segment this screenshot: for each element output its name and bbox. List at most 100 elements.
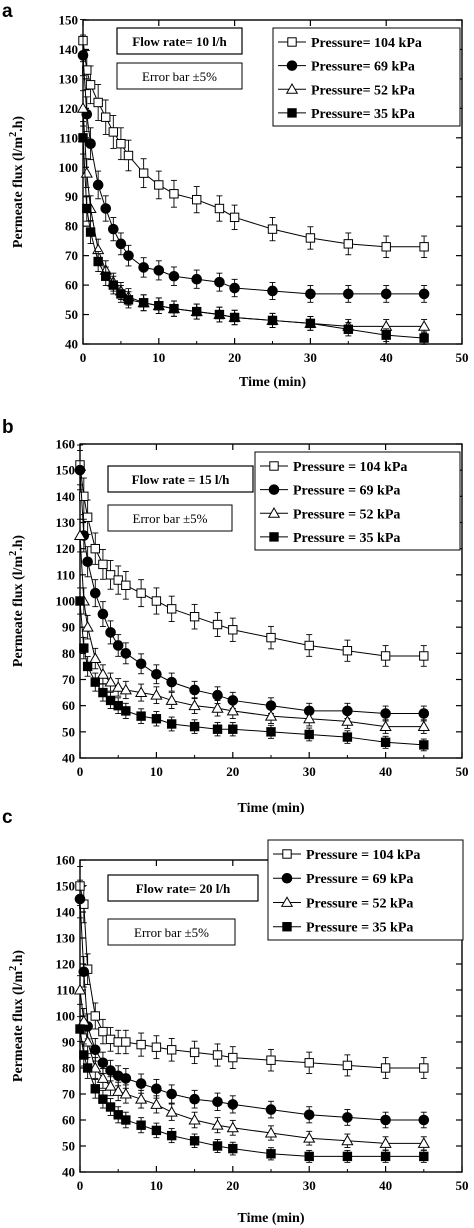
data-point [189, 1047, 200, 1058]
y-tick-label: 160 [56, 437, 76, 452]
y-tick-label: 150 [56, 463, 76, 478]
data-point [267, 285, 278, 297]
chart-panel-c: c 0 10 20 30 40 50 40 50 60 70 80 90 100 110 120 130 140 1… [2, 807, 469, 1226]
series-1 [78, 19, 429, 259]
data-point [75, 1024, 85, 1034]
y-tick-label: 60 [65, 278, 78, 293]
data-point [165, 694, 178, 705]
legend-label: Pressure= 35 kPa [311, 107, 415, 122]
data-point [104, 675, 117, 687]
legend-label: Pressure = 104 kPa [306, 848, 420, 863]
flow-rate-label: Flow rate= 10 l/h [132, 34, 227, 49]
data-point [303, 1109, 315, 1121]
data-point [73, 983, 87, 995]
y-tick-label: 40 [62, 1165, 75, 1180]
flow-rate-label: Flow rate= 20 l/h [136, 881, 231, 896]
y-axis-title-end: .h) [11, 116, 26, 132]
data-point [303, 1131, 316, 1143]
data-point [303, 712, 316, 724]
x-tick-label: 30 [303, 1178, 316, 1193]
data-point [120, 648, 132, 659]
data-point [74, 464, 86, 476]
data-point [116, 289, 126, 299]
x-tick-label: 50 [456, 1178, 469, 1193]
y-axis-title-end: .h) [11, 535, 26, 551]
data-point [119, 1087, 132, 1099]
data-point [304, 1151, 314, 1162]
y-tick-label: 80 [62, 646, 75, 661]
data-point [189, 684, 200, 696]
data-point [116, 139, 126, 149]
legend-label: Pressure= 52 kPa [311, 83, 415, 98]
y-tick-label: 70 [62, 1087, 75, 1102]
data-point [266, 1055, 276, 1065]
data-point [227, 1099, 239, 1110]
data-point [380, 1151, 391, 1162]
data-point [168, 270, 180, 282]
x-tick-label: 50 [456, 764, 469, 779]
data-point [419, 1063, 429, 1073]
data-point [266, 727, 276, 737]
data-point [212, 1096, 223, 1108]
y-tick-label: 90 [65, 189, 78, 204]
error-bar-box [107, 504, 233, 532]
data-point [305, 233, 316, 243]
legend-item: Pressure = 69 kPa [260, 484, 400, 499]
legend-label: Pressure = 35 kPa [306, 921, 413, 936]
legend: Pressure = 104 kPa Pressure = 69 kPa Press… [254, 451, 461, 551]
x-tick-label: 30 [303, 764, 316, 779]
y-tick-label: 60 [62, 1113, 75, 1128]
y-tick-label: 110 [59, 130, 78, 145]
data-point [108, 223, 119, 235]
data-point [228, 1052, 238, 1063]
data-point [189, 612, 200, 622]
series-line [82, 137, 425, 339]
data-point [78, 133, 88, 143]
data-point [341, 715, 354, 726]
data-point [304, 729, 314, 740]
data-point [211, 702, 224, 713]
data-point [89, 1061, 102, 1073]
legend-item: Pressure = 104 kPa [260, 460, 407, 475]
legend: Pressure = 104 kPa Pressure = 69 kPa Press… [267, 839, 464, 941]
data-point [228, 724, 238, 734]
data-point [189, 1136, 200, 1146]
legend-label: Pressure = 52 kPa [293, 507, 400, 522]
y-tick-label: 60 [62, 698, 75, 713]
panel-label: b [2, 417, 14, 438]
y-tick-label: 100 [59, 160, 79, 175]
data-point [153, 265, 165, 276]
data-point [192, 194, 202, 205]
chart-panel-a: a 0 10 20 30 40 50 40 50 60 70 80 90 100 110 120 130 140 1… [2, 1, 469, 390]
data-point [136, 711, 146, 721]
y-tick-label: 90 [62, 1035, 75, 1050]
data-point [214, 309, 225, 320]
data-point [138, 262, 149, 273]
data-point [419, 1151, 429, 1162]
y-tick-label: 140 [56, 489, 76, 504]
data-point [112, 640, 124, 651]
series-4 [75, 1016, 429, 1163]
legend-marker [286, 60, 298, 71]
data-point [136, 588, 146, 598]
data-point [80, 166, 93, 178]
data-point [266, 632, 276, 643]
y-tick-label: 140 [59, 42, 79, 57]
data-point [113, 700, 123, 711]
x-tick-label: 0 [77, 1178, 84, 1193]
data-point [169, 303, 179, 314]
data-point [90, 1011, 100, 1021]
legend-item: Pressure = 104 kPa [273, 848, 420, 863]
y-tick-label: 110 [56, 567, 75, 582]
x-axis-title: Time (min) [239, 375, 306, 390]
data-point [381, 242, 391, 252]
data-point [417, 720, 430, 732]
data-point [90, 1084, 100, 1094]
series-1 [75, 866, 429, 1079]
data-point [304, 1058, 314, 1068]
y-tick-label: 130 [56, 931, 76, 946]
y-axis-title-superscript: 2 [8, 966, 19, 971]
series-4 [78, 121, 429, 345]
error-bar-box [116, 62, 243, 90]
legend-label: Pressure = 69 kPa [306, 872, 413, 887]
